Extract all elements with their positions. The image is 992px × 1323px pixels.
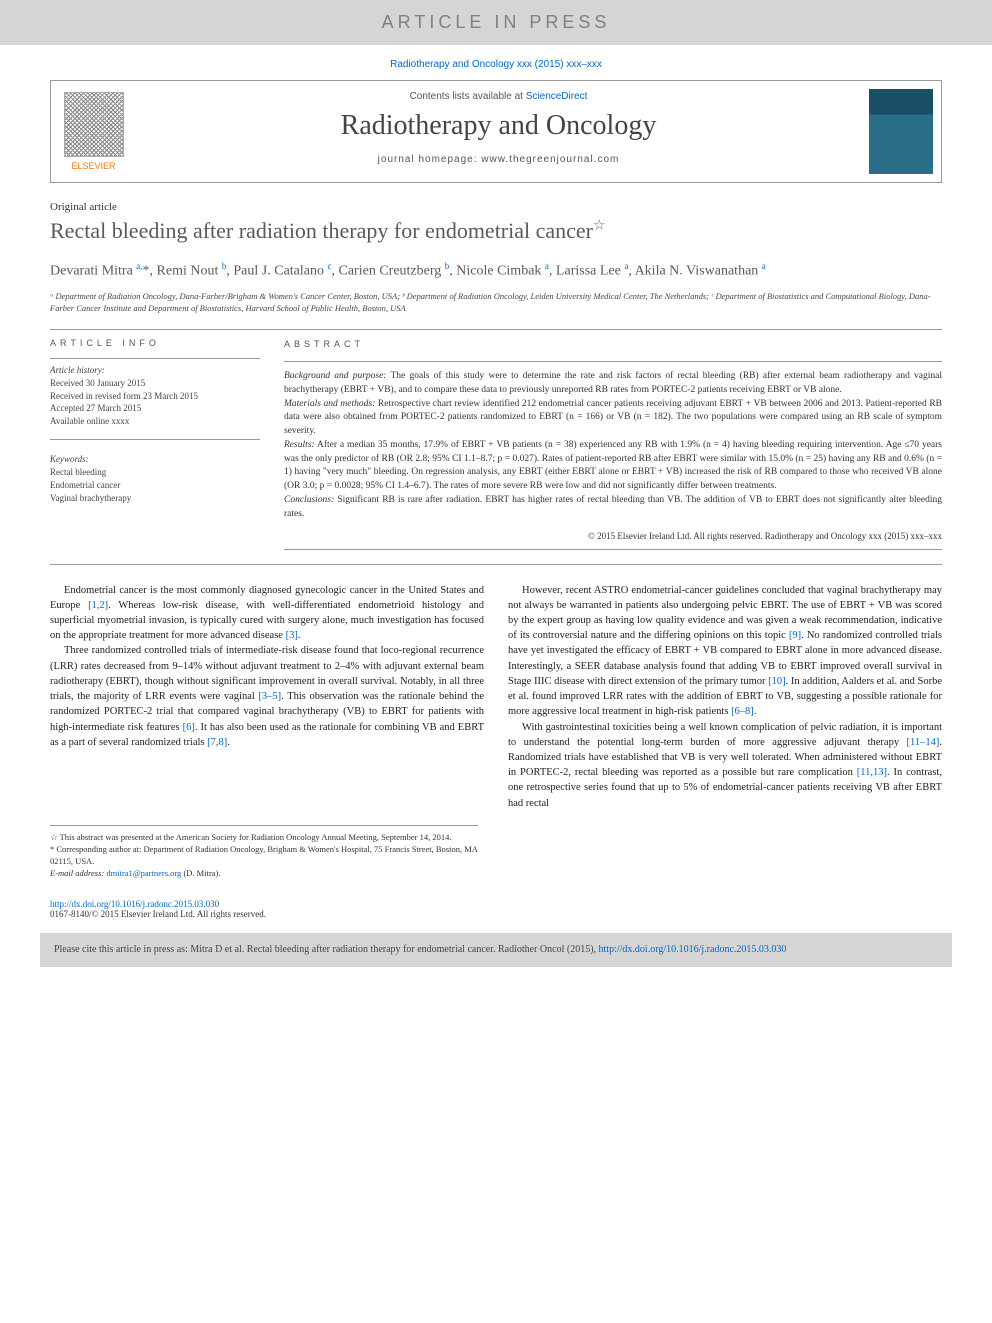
abstract-section: Results: After a median 35 months, 17.9%… [284, 439, 942, 494]
citation-link[interactable]: [10] [768, 676, 786, 687]
history-item: Received 30 January 2015 [50, 377, 260, 390]
contents-available-line: Contents lists available at ScienceDirec… [146, 91, 851, 102]
journal-homepage: journal homepage: www.thegreenjournal.co… [146, 154, 851, 165]
contents-prefix: Contents lists available at [410, 91, 526, 102]
journal-cover-thumbnail [861, 81, 941, 182]
citation-box: Please cite this article in press as: Mi… [40, 933, 952, 967]
citation-link[interactable]: [7,8] [207, 737, 227, 748]
title-text: Rectal bleeding after radiation therapy … [50, 218, 593, 243]
keyword-item: Endometrial cancer [50, 479, 260, 492]
keyword-item: Rectal bleeding [50, 466, 260, 479]
body-right-column: However, recent ASTRO endometrial-cancer… [508, 583, 942, 811]
corresponding-email-link[interactable]: dmitra1@partners.org [106, 868, 181, 878]
citation-link[interactable]: [11,13] [857, 767, 887, 778]
email-label: E-mail address: [50, 868, 104, 878]
footnote-presentation: ☆ This abstract was presented at the Ame… [50, 832, 478, 844]
divider [50, 329, 942, 330]
abstract-heading: ABSTRACT [284, 338, 942, 351]
sciencedirect-link[interactable]: ScienceDirect [526, 91, 588, 102]
body-paragraph: With gastrointestinal toxicities being a… [508, 720, 942, 811]
article-in-press-banner: ARTICLE IN PRESS [0, 0, 992, 45]
footnotes: ☆ This abstract was presented at the Ame… [50, 825, 478, 880]
doi-link[interactable]: http://dx.doi.org/10.1016/j.radonc.2015.… [50, 899, 219, 909]
body-paragraph: Endometrial cancer is the most commonly … [50, 583, 484, 644]
header-center: Contents lists available at ScienceDirec… [136, 81, 861, 182]
divider [50, 564, 942, 565]
citation-link[interactable]: [6] [183, 722, 195, 733]
keywords-label: Keywords: [50, 454, 260, 464]
article-title: Rectal bleeding after radiation therapy … [50, 217, 942, 246]
journal-header-box: ELSEVIER Contents lists available at Sci… [50, 80, 942, 183]
journal-reference: Radiotherapy and Oncology xxx (2015) xxx… [0, 45, 992, 80]
affiliations: ᵃ Department of Radiation Oncology, Dana… [50, 291, 942, 315]
doi-block: http://dx.doi.org/10.1016/j.radonc.2015.… [0, 899, 992, 919]
issn-copyright: 0167-8140/© 2015 Elsevier Ireland Ltd. A… [50, 909, 266, 919]
footnote-email: E-mail address: dmitra1@partners.org (D.… [50, 868, 478, 880]
cover-image [869, 89, 933, 174]
title-footnote-marker: ☆ [593, 219, 606, 234]
cite-prefix: Please cite this article in press as: Mi… [54, 944, 599, 955]
body-paragraph: Three randomized controlled trials of in… [50, 643, 484, 750]
citation-link[interactable]: [3] [286, 630, 298, 641]
body-left-column: Endometrial cancer is the most commonly … [50, 583, 484, 811]
email-who: (D. Mitra). [183, 868, 220, 878]
body-paragraph: However, recent ASTRO endometrial-cancer… [508, 583, 942, 720]
article-info-sidebar: ARTICLE INFO Article history: Received 3… [50, 338, 260, 550]
history-item: Received in revised form 23 March 2015 [50, 390, 260, 403]
abstract: ABSTRACT Background and purpose: The goa… [284, 338, 942, 550]
article-type: Original article [50, 201, 942, 213]
keyword-item: Vaginal brachytherapy [50, 492, 260, 505]
citation-link[interactable]: [9] [789, 630, 801, 641]
citation-link[interactable]: [1,2] [88, 600, 108, 611]
elsevier-tree-icon [64, 92, 124, 157]
citation-link[interactable]: [11–14] [907, 737, 940, 748]
body-text: Endometrial cancer is the most commonly … [50, 583, 942, 811]
abstract-copyright: © 2015 Elsevier Ireland Ltd. All rights … [284, 530, 942, 543]
article-info-heading: ARTICLE INFO [50, 338, 260, 348]
history-item: Available online xxxx [50, 415, 260, 428]
abstract-section: Materials and methods: Retrospective cha… [284, 398, 942, 439]
history-item: Accepted 27 March 2015 [50, 402, 260, 415]
abstract-section: Conclusions: Significant RB is rare afte… [284, 494, 942, 522]
elsevier-text: ELSEVIER [71, 161, 115, 171]
authors-list: Devarati Mitra a,*, Remi Nout b, Paul J.… [50, 260, 942, 282]
citation-link[interactable]: [3–5] [258, 691, 281, 702]
footnote-corresponding: * Corresponding author at: Department of… [50, 844, 478, 868]
elsevier-logo: ELSEVIER [51, 81, 136, 182]
citation-link[interactable]: [6–8] [731, 706, 754, 717]
cite-doi-link[interactable]: http://dx.doi.org/10.1016/j.radonc.2015.… [599, 944, 787, 955]
history-label: Article history: [50, 365, 260, 375]
abstract-section: Background and purpose: The goals of thi… [284, 370, 942, 398]
journal-name: Radiotherapy and Oncology [146, 110, 851, 142]
